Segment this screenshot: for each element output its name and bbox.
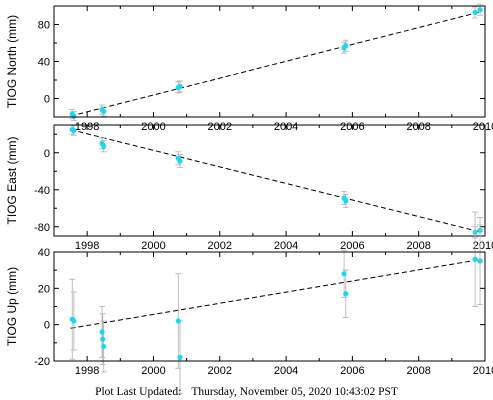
data-point — [71, 113, 77, 119]
data-point — [341, 271, 347, 277]
data-point — [177, 83, 183, 90]
y-tick-label: 20 — [38, 283, 50, 295]
trend-line — [70, 258, 482, 329]
data-point — [343, 43, 349, 49]
x-tick-label: 2002 — [208, 240, 232, 252]
y-tick-label: 0 — [44, 94, 50, 106]
x-tick-label: 2008 — [406, 365, 430, 377]
y-tick-label: -20 — [34, 356, 50, 368]
footer-label: Plot Last Updated: — [95, 386, 182, 398]
x-tick-label: 2004 — [274, 240, 298, 252]
data-point — [472, 9, 478, 16]
plot-frame — [53, 251, 486, 362]
x-tick-label: 2000 — [141, 365, 165, 377]
data-point — [101, 143, 107, 149]
footer: Plot Last Updated: Thursday, November 05,… — [0, 386, 493, 398]
y-tick-label: 40 — [38, 247, 50, 259]
data-point — [472, 256, 478, 262]
data-point — [99, 329, 105, 335]
x-tick-label: 2008 — [406, 240, 430, 252]
data-point — [477, 7, 483, 13]
data-point — [343, 198, 349, 204]
panel-1: 199820002002200420062008201004080TIOG No… — [5, 3, 493, 133]
data-point — [71, 318, 77, 324]
data-point — [177, 354, 183, 360]
plot-frame — [53, 5, 486, 118]
y-tick-label: 0 — [44, 320, 50, 332]
y-tick-label: 80 — [38, 20, 50, 32]
data-point — [343, 291, 349, 297]
data-point — [71, 127, 77, 134]
y-axis-label: TIOG North (mm) — [5, 15, 19, 108]
x-tick-label: 1998 — [75, 240, 99, 252]
y-tick-label: -80 — [34, 222, 50, 234]
trend-line — [70, 11, 482, 117]
data-point — [177, 158, 183, 164]
x-tick-label: 2004 — [274, 365, 298, 377]
y-tick-label: 0 — [44, 148, 50, 160]
y-axis-label: TIOG Up (mm) — [5, 267, 19, 346]
y-tick-label: -40 — [34, 185, 50, 197]
data-point — [477, 258, 483, 264]
x-tick-label: 2006 — [340, 365, 364, 377]
x-tick-label: 2002 — [208, 365, 232, 377]
y-axis-label: TIOG East (mm) — [5, 137, 19, 225]
trend-line — [70, 129, 482, 233]
plot-frame — [53, 124, 486, 237]
x-tick-label: 2006 — [340, 240, 364, 252]
y-tick-label: 40 — [38, 57, 50, 69]
x-tick-label: 1998 — [75, 365, 99, 377]
data-point — [101, 343, 107, 350]
data-point — [175, 318, 181, 324]
data-point — [100, 336, 106, 342]
x-tick-label: 2000 — [141, 240, 165, 252]
footer-timestamp: Thursday, November 05, 2020 10:43:02 PST — [191, 386, 398, 398]
data-point — [101, 108, 107, 115]
